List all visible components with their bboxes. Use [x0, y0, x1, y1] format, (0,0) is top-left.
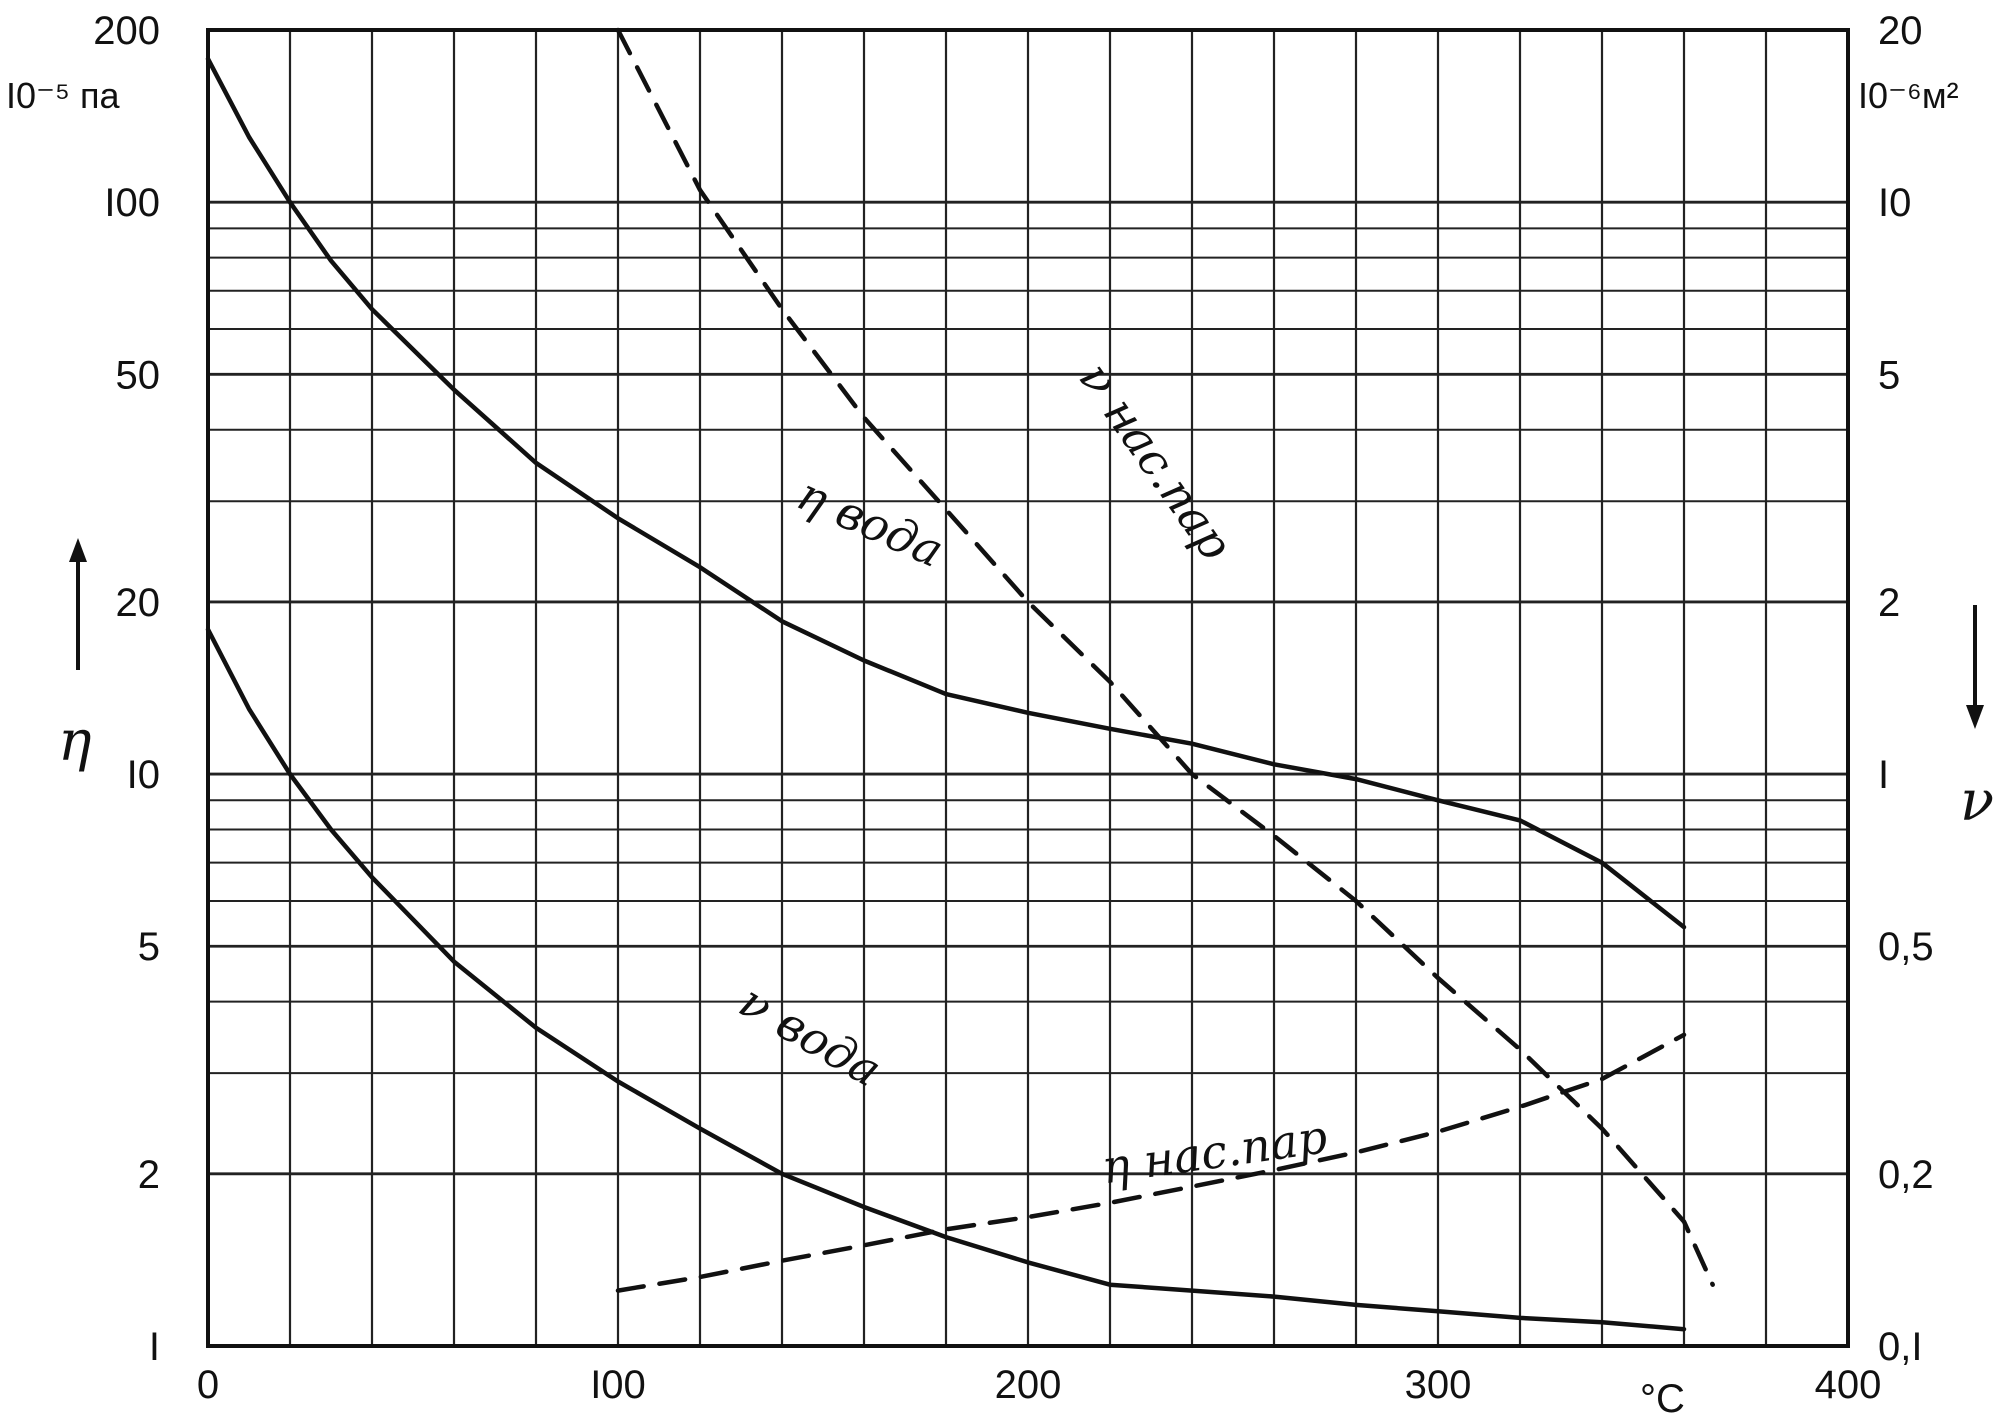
left-axis-unit: I0⁻⁵ па [6, 75, 120, 116]
series--вода [205, 627, 1687, 1332]
right-tick-label: 0,2 [1878, 1153, 1934, 1197]
left-tick-label: 20 [116, 581, 161, 625]
right-axis-unit: I0⁻⁶м² [1858, 75, 1959, 116]
tick-labels: 0 I00 200 300 400 200 I00 50 20 I0 5 2 I 20 I0 5 2 I 0,5 0,… [93, 9, 1933, 1407]
x-tick-label: I00 [590, 1363, 646, 1407]
x-tick-label: 300 [1405, 1363, 1472, 1407]
right-tick-label: 5 [1878, 353, 1900, 397]
left-tick-label: 2 [138, 1153, 160, 1197]
left-tick-label: 5 [138, 925, 160, 969]
left-tick-label: 200 [93, 9, 160, 53]
left-tick-label: I00 [104, 181, 160, 225]
right-tick-label: 0,I [1878, 1325, 1922, 1369]
left-tick-label: I [149, 1325, 160, 1369]
right-axis-symbol: ν [1960, 769, 1994, 834]
series--нас-пар [615, 1032, 1687, 1293]
x-axis-unit: °C [1640, 1377, 1685, 1421]
right-tick-label: 2 [1878, 581, 1900, 625]
left-tick-label: 50 [116, 353, 161, 397]
series--нас-пар [615, 27, 1715, 1287]
curve-label: ν вода [730, 974, 890, 1098]
right-tick-label: 20 [1878, 9, 1923, 53]
left-axis-indicator: η [58, 538, 92, 774]
right-axis-indicator: ν [1960, 605, 1994, 834]
gridlines [208, 30, 1848, 1346]
curve-label: ν нас.пар [1069, 352, 1244, 569]
series--вода [205, 56, 1687, 930]
left-tick-label: I0 [127, 753, 160, 797]
right-tick-label: I [1878, 753, 1889, 797]
right-tick-label: I0 [1878, 181, 1911, 225]
plot-frame [206, 28, 1850, 1348]
x-tick-label: 200 [995, 1363, 1062, 1407]
right-tick-label: 0,5 [1878, 925, 1934, 969]
x-tick-label: 400 [1815, 1363, 1882, 1407]
x-tick-label: 0 [197, 1363, 219, 1407]
left-axis-symbol: η [58, 709, 92, 774]
series-group [205, 27, 1715, 1332]
curve-label: η вода [790, 466, 952, 578]
